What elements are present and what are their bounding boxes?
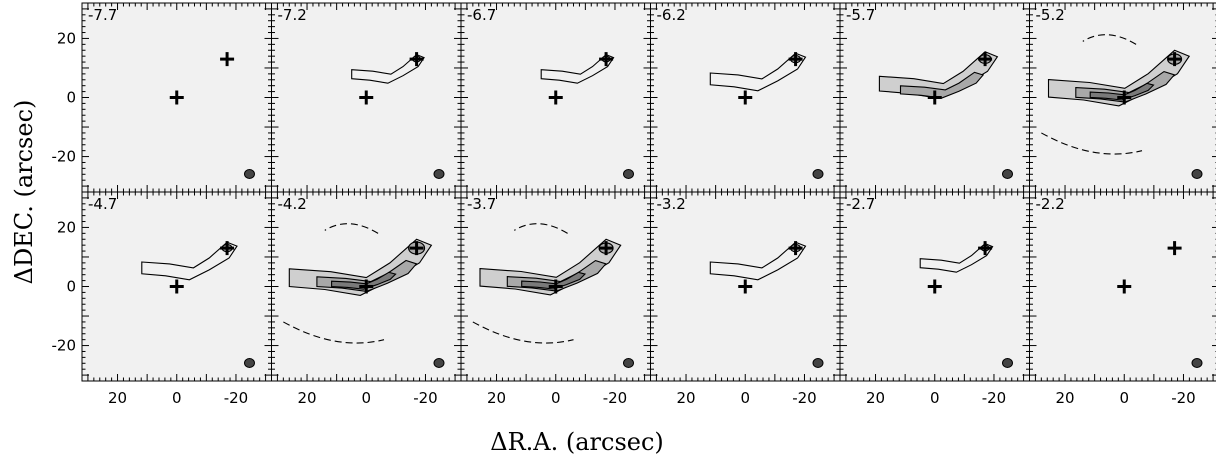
beam-ellipse bbox=[623, 169, 634, 179]
beam-ellipse bbox=[1191, 169, 1203, 179]
y-tick-label: 20 bbox=[57, 218, 76, 236]
negative-contour bbox=[324, 223, 379, 234]
beam-ellipse bbox=[433, 169, 445, 179]
emission-contour bbox=[709, 52, 807, 92]
x-tick-label: -20 bbox=[413, 389, 438, 407]
panel: -5.2 bbox=[1029, 2, 1216, 193]
panel: -2.7 20 0 -20 bbox=[839, 191, 1030, 407]
y-tick-label: 20 bbox=[57, 29, 76, 47]
velocity-label: -2.2 bbox=[1036, 195, 1065, 213]
negative-contour bbox=[514, 223, 568, 234]
negative-contour bbox=[1041, 132, 1143, 155]
x-tick-label: -20 bbox=[792, 389, 817, 407]
x-tick-label: 0 bbox=[1119, 389, 1129, 407]
panel-grid: -7.7 20 0 -20 -7.2 -6.7 -6.2 -5.7 -5.2 -4.7 20 0 -20… bbox=[52, 2, 1216, 407]
panel: -5.7 bbox=[839, 2, 1030, 193]
velocity-label: -7.7 bbox=[88, 6, 117, 24]
velocity-label: -7.2 bbox=[278, 6, 307, 24]
x-tick-label: -20 bbox=[982, 389, 1007, 407]
beam-ellipse bbox=[1191, 358, 1203, 368]
emission-contour bbox=[1089, 82, 1155, 101]
negative-contour bbox=[472, 321, 574, 344]
beam-ellipse bbox=[433, 358, 445, 368]
beam-ellipse bbox=[812, 358, 824, 368]
y-axis-label: ΔDEC. (arcsec) bbox=[10, 100, 38, 285]
panel: -4.7 20 0 -20 20 0 -20 bbox=[52, 191, 272, 407]
y-tick-label: 0 bbox=[66, 89, 76, 107]
panel: -6.2 bbox=[650, 2, 841, 193]
emission-contour bbox=[141, 241, 238, 281]
velocity-label: -4.2 bbox=[278, 195, 307, 213]
x-tick-label: 20 bbox=[297, 389, 316, 407]
emission-contour bbox=[919, 242, 994, 273]
emission-contour bbox=[331, 271, 397, 290]
panel: -3.7 20 0 -20 bbox=[460, 191, 651, 407]
emission-contour bbox=[521, 271, 587, 290]
beam-ellipse bbox=[1002, 169, 1013, 179]
x-tick-label: 20 bbox=[866, 389, 885, 407]
x-tick-label: 0 bbox=[740, 389, 750, 407]
panel: -3.2 20 0 -20 bbox=[650, 191, 841, 407]
emission-contour bbox=[540, 53, 615, 84]
x-tick-label: -20 bbox=[224, 389, 249, 407]
emission-contour bbox=[709, 241, 807, 281]
emission-contour bbox=[899, 71, 985, 99]
velocity-label: -6.7 bbox=[467, 6, 496, 24]
x-axis-label: ΔR.A. (arcsec) bbox=[490, 428, 664, 456]
velocity-label: -6.2 bbox=[657, 6, 686, 24]
x-tick-label: -20 bbox=[1171, 389, 1196, 407]
negative-contour bbox=[283, 321, 385, 344]
panel: -7.7 20 0 -20 bbox=[52, 2, 272, 193]
x-tick-label: -20 bbox=[603, 389, 628, 407]
y-tick-label: -20 bbox=[52, 337, 77, 355]
negative-contour bbox=[1082, 34, 1137, 45]
velocity-label: -5.2 bbox=[1036, 6, 1065, 24]
panel: -7.2 bbox=[271, 2, 462, 193]
beam-ellipse bbox=[244, 358, 255, 368]
beam-ellipse bbox=[1002, 358, 1013, 368]
beam-ellipse bbox=[244, 169, 255, 179]
beam-ellipse bbox=[623, 358, 634, 368]
velocity-label: -4.7 bbox=[88, 195, 117, 213]
emission-contour bbox=[351, 53, 425, 84]
panel: -6.7 bbox=[460, 2, 651, 193]
velocity-label: -2.7 bbox=[846, 195, 875, 213]
x-tick-label: 20 bbox=[1055, 389, 1074, 407]
y-tick-label: 0 bbox=[66, 278, 76, 296]
x-tick-label: 0 bbox=[172, 389, 182, 407]
x-tick-label: 0 bbox=[551, 389, 561, 407]
panel: -4.2 20 0 -20 bbox=[271, 191, 462, 407]
x-tick-label: 0 bbox=[930, 389, 940, 407]
panel: -2.2 20 0 -20 bbox=[1029, 191, 1216, 407]
beam-ellipse bbox=[812, 169, 824, 179]
velocity-label: -5.7 bbox=[846, 6, 875, 24]
y-tick-label: -20 bbox=[52, 148, 77, 166]
velocity-label: -3.2 bbox=[657, 195, 686, 213]
x-tick-label: 0 bbox=[361, 389, 371, 407]
x-tick-label: 20 bbox=[676, 389, 695, 407]
velocity-label: -3.7 bbox=[467, 195, 496, 213]
x-tick-label: 20 bbox=[487, 389, 506, 407]
x-tick-label: 20 bbox=[108, 389, 127, 407]
